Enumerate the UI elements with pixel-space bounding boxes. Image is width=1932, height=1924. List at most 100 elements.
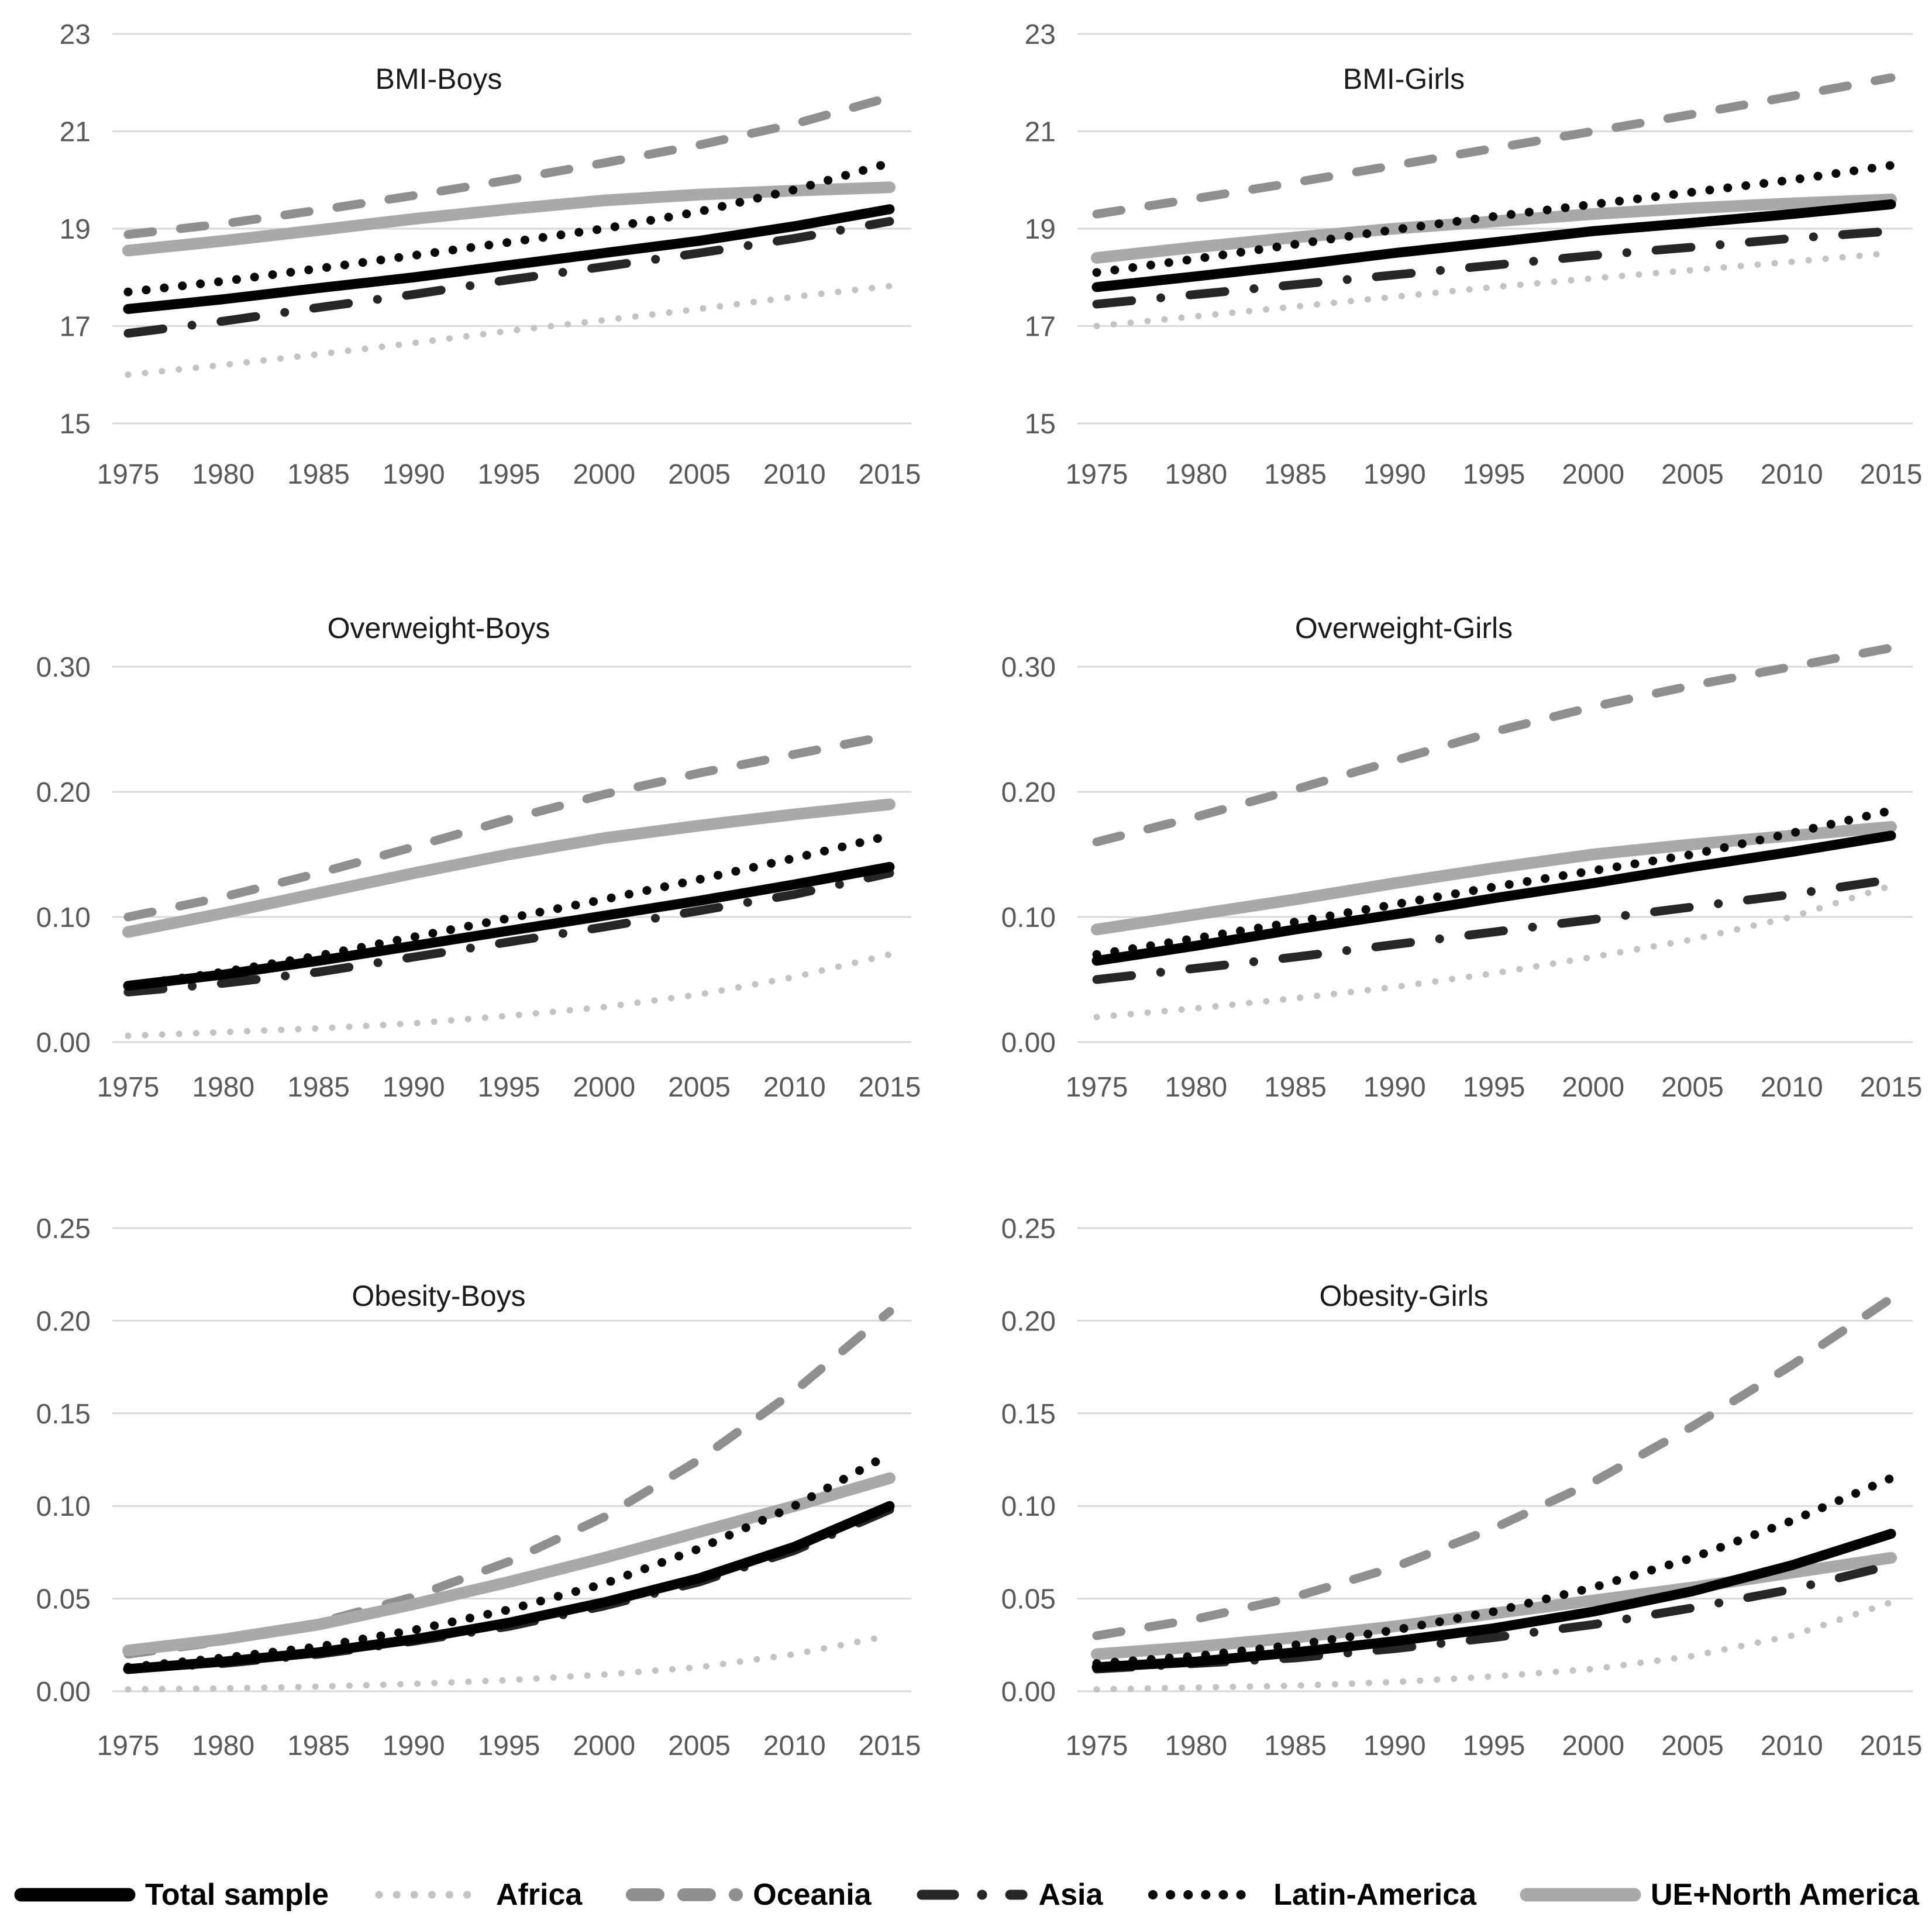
series-line-oceania bbox=[1092, 643, 1896, 847]
x-tick-label: 2000 bbox=[573, 1072, 635, 1103]
y-tick-label: 0.25 bbox=[1001, 1213, 1056, 1244]
x-tick-label: 1985 bbox=[287, 1072, 350, 1103]
y-tick-label: 0.00 bbox=[1001, 1027, 1056, 1058]
chart-grid: 15 17 19 21 23 1975 1980 1985 1990 1995 2000 2005 20… bbox=[0, 0, 1932, 1778]
x-tick-label: 2000 bbox=[1562, 1072, 1624, 1103]
legend-item-total-sample: Total sample bbox=[13, 1877, 329, 1912]
legend-label-asia: Asia bbox=[1038, 1878, 1103, 1912]
chart-overweight-girls: 0.00 0.10 0.20 0.30 1975 1980 1985 1990 1995 2000… bbox=[965, 529, 1932, 1114]
chart-title-obesity-girls: Obesity-Girls bbox=[1319, 1280, 1489, 1312]
y-tick-label: 0.10 bbox=[1001, 1491, 1056, 1522]
y-tick-label: 0.15 bbox=[1001, 1399, 1056, 1430]
series-line-asia bbox=[1092, 875, 1896, 984]
series-line-asia bbox=[123, 217, 894, 338]
series-line-africa bbox=[1093, 882, 1895, 1020]
series-line-asia bbox=[1092, 226, 1896, 309]
series-line-uena bbox=[1091, 194, 1897, 264]
x-tick-label: 1980 bbox=[1165, 459, 1227, 490]
y-tick-label: 15 bbox=[1025, 409, 1056, 440]
series-line-uena bbox=[122, 798, 896, 938]
x-tick-label: 2015 bbox=[1860, 1072, 1923, 1103]
x-tick-label: 2010 bbox=[1761, 1072, 1823, 1103]
x-tick-label: 2015 bbox=[1860, 1730, 1923, 1761]
y-tick-label: 17 bbox=[60, 312, 91, 343]
x-tick-label: 2010 bbox=[763, 459, 826, 490]
x-tick-label: 1985 bbox=[287, 1730, 350, 1761]
x-tick-label: 2005 bbox=[1661, 1072, 1724, 1103]
y-tick-label: 23 bbox=[1025, 19, 1056, 50]
x-tick-label: 1990 bbox=[383, 459, 445, 490]
legend-item-ue-north-america: UE+North America bbox=[1518, 1877, 1919, 1912]
legend: Total sample Africa Oceania Asia Latin-A… bbox=[0, 1778, 1932, 1924]
x-tick-label: 1990 bbox=[1363, 1072, 1426, 1103]
x-tick-label: 2000 bbox=[1562, 1730, 1624, 1761]
chart-bmi-boys: 15 17 19 21 23 1975 1980 1985 1990 1995 2000 2005 20… bbox=[0, 0, 965, 529]
chart-obesity-girls: 0.00 0.05 0.10 0.15 0.20 0.25 1975 1980 1985 1990… bbox=[965, 1114, 1932, 1778]
series-line-latin bbox=[1092, 161, 1896, 277]
legend-label-total-sample: Total sample bbox=[145, 1878, 329, 1912]
series-line-uena bbox=[122, 1472, 896, 1657]
chart-canvas-obesity-boys: 0.00 0.05 0.10 0.15 0.20 0.25 1975 1980 1985 1990… bbox=[36, 1213, 921, 1761]
series-line-oceania bbox=[1092, 73, 1896, 219]
series-line-asia bbox=[123, 868, 894, 997]
series-line-total bbox=[123, 1501, 895, 1674]
x-tick-label: 1975 bbox=[1066, 1730, 1128, 1761]
series-line-total bbox=[123, 861, 895, 991]
chart-canvas-bmi-boys: 15 17 19 21 23 1975 1980 1985 1990 1995 2000 2005 20… bbox=[60, 19, 921, 490]
y-tick-label: 0.30 bbox=[1001, 652, 1056, 683]
series-line-oceania bbox=[123, 92, 894, 239]
chart-canvas-bmi-girls: 15 17 19 21 23 1975 1980 1985 1990 1995 2000 2005 20… bbox=[1025, 19, 1923, 490]
x-tick-label: 1995 bbox=[478, 459, 540, 490]
y-tick-label: 0.25 bbox=[36, 1213, 91, 1244]
x-tick-label: 2000 bbox=[1562, 459, 1624, 490]
x-tick-label: 1985 bbox=[287, 459, 350, 490]
chart-bmi-girls: 15 17 19 21 23 1975 1980 1985 1990 1995 2000 2005 20… bbox=[965, 0, 1932, 529]
y-tick-label: 0.00 bbox=[36, 1677, 91, 1708]
x-tick-label: 1980 bbox=[192, 459, 254, 490]
y-tick-label: 19 bbox=[1025, 214, 1056, 245]
legend-line-sample-oceania bbox=[626, 1888, 743, 1901]
series-line-oceania bbox=[1092, 1294, 1896, 1640]
x-tick-label: 1975 bbox=[97, 1730, 160, 1761]
x-tick-label: 2005 bbox=[668, 1072, 731, 1103]
series-line-latin bbox=[1092, 806, 1896, 959]
x-tick-label: 2005 bbox=[668, 459, 731, 490]
x-tick-label: 1995 bbox=[478, 1730, 540, 1761]
x-tick-label: 2015 bbox=[859, 1072, 921, 1103]
y-tick-label: 0.10 bbox=[36, 1491, 91, 1522]
legend-label-latin-america: Latin-America bbox=[1273, 1878, 1477, 1912]
y-tick-label: 0.05 bbox=[36, 1584, 91, 1615]
series-line-total bbox=[1091, 199, 1896, 292]
x-tick-label: 1985 bbox=[1264, 1730, 1327, 1761]
y-tick-label: 17 bbox=[1025, 312, 1056, 343]
y-tick-label: 0.20 bbox=[36, 1306, 91, 1337]
x-tick-label: 2000 bbox=[573, 459, 635, 490]
legend-label-ue-north-america: UE+North America bbox=[1650, 1878, 1919, 1912]
x-tick-label: 2005 bbox=[1661, 459, 1724, 490]
series-line-total bbox=[123, 204, 895, 314]
y-tick-label: 0.10 bbox=[1001, 902, 1056, 933]
legend-line-sample-africa bbox=[375, 1891, 484, 1899]
y-tick-label: 19 bbox=[60, 214, 91, 245]
legend-item-asia: Asia bbox=[914, 1877, 1103, 1912]
y-tick-label: 0.05 bbox=[1001, 1584, 1056, 1615]
y-tick-label: 21 bbox=[1025, 117, 1056, 148]
legend-line-sample-ue-north-america bbox=[1520, 1888, 1641, 1902]
series-line-oceania bbox=[123, 1307, 894, 1659]
series-line-oceania bbox=[123, 731, 894, 922]
series-line-uena bbox=[122, 181, 896, 257]
chart-canvas-overweight-girls: 0.00 0.10 0.20 0.30 1975 1980 1985 1990 1995 2000… bbox=[1001, 643, 1923, 1103]
y-tick-label: 0.00 bbox=[1001, 1677, 1056, 1708]
x-tick-label: 1995 bbox=[1463, 1072, 1525, 1103]
chart-title-obesity-boys: Obesity-Boys bbox=[352, 1280, 526, 1312]
x-tick-label: 2010 bbox=[763, 1072, 826, 1103]
legend-item-oceania: Oceania bbox=[624, 1877, 872, 1912]
series-line-africa bbox=[1093, 1599, 1895, 1693]
y-tick-label: 23 bbox=[60, 19, 91, 50]
chart-canvas-overweight-boys: 0.00 0.10 0.20 0.30 1975 1980 1985 1990 1995 2000… bbox=[36, 652, 921, 1103]
y-tick-label: 0.30 bbox=[36, 652, 91, 683]
y-tick-label: 0.20 bbox=[1001, 777, 1056, 808]
x-tick-label: 1995 bbox=[478, 1072, 540, 1103]
x-tick-label: 2005 bbox=[668, 1730, 731, 1761]
